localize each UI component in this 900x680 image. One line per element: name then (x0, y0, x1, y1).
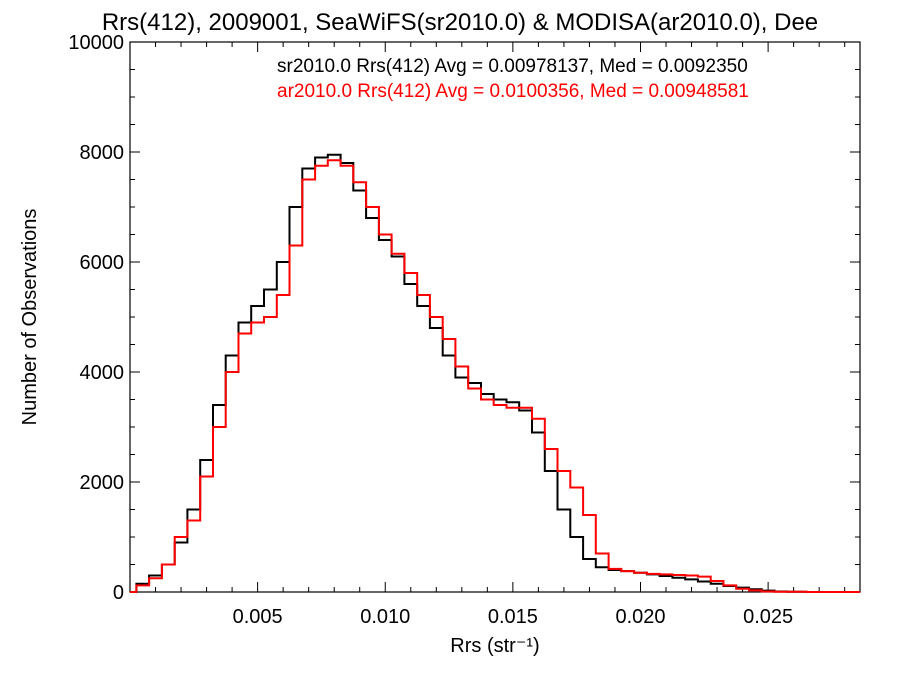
legend-entry-ar2010: ar2010.0 Rrs(412) Avg = 0.0100356, Med =… (277, 81, 749, 102)
y-tick-label: 0 (113, 582, 124, 604)
legend-entry-sr2010: sr2010.0 Rrs(412) Avg = 0.00978137, Med … (277, 56, 748, 77)
y-tick-label: 4000 (80, 362, 125, 384)
y-tick-label: 8000 (80, 142, 125, 164)
y-tick-label: 10000 (68, 32, 124, 54)
x-tick-label: 0.020 (615, 606, 665, 628)
y-tick-label: 6000 (80, 252, 125, 274)
y-tick-label: 2000 (80, 472, 125, 494)
x-tick-label: 0.010 (360, 606, 410, 628)
series-line-sr2010-0 (130, 153, 860, 593)
x-tick-label: 0.015 (488, 606, 538, 628)
chart-title: Rrs(412), 2009001, SeaWiFS(sr2010.0) & M… (102, 9, 818, 36)
plot-area (129, 41, 861, 593)
x-tick-label: 0.025 (743, 606, 793, 628)
series-line-ar2010-0 (130, 159, 860, 593)
x-tick-label: 0.005 (233, 606, 283, 628)
y-axis: 0 2000 4000 6000 8000 10000 (68, 32, 860, 604)
x-axis: 0.005 0.010 0.015 0.020 0.025 (155, 42, 846, 628)
y-axis-label: Number of Observations (19, 209, 41, 426)
plot-frame (129, 41, 861, 593)
x-axis-label: Rrs (str⁻¹) (450, 635, 539, 657)
series-layer (130, 153, 860, 593)
